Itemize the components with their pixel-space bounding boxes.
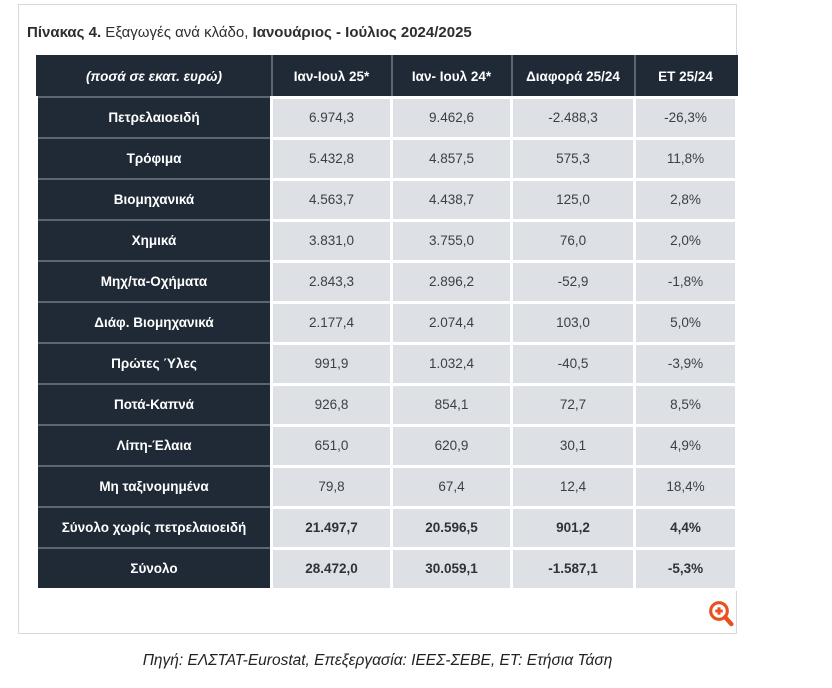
header-row: (ποσά σε εκατ. ευρώ) Ιαν-Ιουλ 25* Ιαν- Ι… <box>35 55 738 99</box>
cell-value: 2.177,4 <box>270 300 393 345</box>
exports-by-sector-table: (ποσά σε εκατ. ευρώ) Ιαν-Ιουλ 25* Ιαν- Ι… <box>35 55 738 591</box>
row-label: Βιομηχανικά <box>35 178 273 221</box>
row-label: Τρόφιμα <box>35 137 273 180</box>
cell-value: 8,5% <box>633 382 738 427</box>
cell-value: 2.896,2 <box>390 259 513 304</box>
table-row: Λίπη-Έλαια 651,0 620,9 30,1 4,9% <box>35 423 738 468</box>
cell-value: 2,8% <box>633 177 738 222</box>
cell-value: -52,9 <box>510 259 636 304</box>
row-label: Ποτά-Καπνά <box>35 383 273 426</box>
cell-value: 991,9 <box>270 341 393 386</box>
table-row: Πρώτες Ύλες 991,9 1.032,4 -40,5 -3,9% <box>35 341 738 386</box>
row-label: Σύνολο <box>35 547 273 590</box>
table-figure-container: Πίνακας 4. Εξαγωγές ανά κλάδο, Ιανουάριο… <box>18 4 738 634</box>
table-row: Σύνολο χωρίς πετρελαιοειδή 21.497,7 20.596… <box>35 505 738 550</box>
cell-value: 4,4% <box>633 505 738 550</box>
cell-value: 76,0 <box>510 218 636 263</box>
cell-value: 30,1 <box>510 423 636 468</box>
cell-value: 18,4% <box>633 464 738 509</box>
cell-value: 12,4 <box>510 464 636 509</box>
cell-value: 4.857,5 <box>390 136 513 181</box>
table-row: Σύνολο 28.472,0 30.059,1 -1.587,1 -5,3% <box>35 546 738 591</box>
cell-value: 3.831,0 <box>270 218 393 263</box>
cell-value: 11,8% <box>633 136 738 181</box>
row-label: Μηχ/τα-Οχήματα <box>35 260 273 303</box>
cell-value: 901,2 <box>510 505 636 550</box>
source-caption: Πηγή: ΕΛΣΤΑΤ-Eurostat, Επεξεργασία: ΙΕΕΣ… <box>142 652 613 669</box>
cell-value: 2,0% <box>633 218 738 263</box>
row-label: Μη ταξινομημένα <box>35 465 273 508</box>
cell-value: 4,9% <box>633 423 738 468</box>
column-header-units: (ποσά σε εκατ. ευρώ) <box>35 55 273 98</box>
column-header-difference: Διαφορά 25/24 <box>510 55 636 99</box>
column-header-jan-jul-25: Ιαν-Ιουλ 25* <box>270 55 393 99</box>
page-title: Πίνακας 4. Εξαγωγές ανά κλάδο, Ιανουάριο… <box>19 5 736 42</box>
table-row: Χημικά 3.831,0 3.755,0 76,0 2,0% <box>35 218 738 263</box>
table-row: Τρόφιμα 5.432,8 4.857,5 575,3 11,8% <box>35 136 738 181</box>
cell-value: 5,0% <box>633 300 738 345</box>
cell-value: 9.462,6 <box>390 95 513 140</box>
cell-value: -3,9% <box>633 341 738 386</box>
cell-value: -5,3% <box>633 546 738 591</box>
cell-value: 6.974,3 <box>270 95 393 140</box>
title-label: Πίνακας 4. <box>27 24 102 41</box>
cell-value: 103,0 <box>510 300 636 345</box>
cell-value: 72,7 <box>510 382 636 427</box>
cell-value: 854,1 <box>390 382 513 427</box>
cell-value: -40,5 <box>510 341 636 386</box>
cell-value: 125,0 <box>510 177 636 222</box>
row-label: Διάφ. Βιομηχανικά <box>35 301 273 344</box>
cell-value: 5.432,8 <box>270 136 393 181</box>
magnifier-plus-icon <box>709 601 734 627</box>
title-subject: Εξαγωγές ανά κλάδο, <box>101 24 253 41</box>
cell-value: 4.438,7 <box>390 177 513 222</box>
table-row: Μη ταξινομημένα 79,8 67,4 12,4 18,4% <box>35 464 738 509</box>
row-label: Σύνολο χωρίς πετρελαιοειδή <box>35 506 273 549</box>
cell-value: 2.074,4 <box>390 300 513 345</box>
cell-value: 926,8 <box>270 382 393 427</box>
column-header-annual-trend: ΕΤ 25/24 <box>633 55 738 99</box>
cell-value: -1,8% <box>633 259 738 304</box>
row-label: Χημικά <box>35 219 273 262</box>
cell-value: -1.587,1 <box>510 546 636 591</box>
row-label: Πετρελαιοειδή <box>35 96 273 139</box>
cell-value: -26,3% <box>633 95 738 140</box>
cell-value: 20.596,5 <box>390 505 513 550</box>
cell-value: 30.059,1 <box>390 546 513 591</box>
cell-value: 4.563,7 <box>270 177 393 222</box>
table-row: Διάφ. Βιομηχανικά 2.177,4 2.074,4 103,0 5,0% <box>35 300 738 345</box>
cell-value: 651,0 <box>270 423 393 468</box>
cell-value: 620,9 <box>390 423 513 468</box>
row-label: Λίπη-Έλαια <box>35 424 273 467</box>
cell-value: 1.032,4 <box>390 341 513 386</box>
table-body: Πετρελαιοειδή 6.974,3 9.462,6 -2.488,3 -26,3… <box>35 95 738 591</box>
cell-value: 21.497,7 <box>270 505 393 550</box>
cell-value: -2.488,3 <box>510 95 636 140</box>
title-period: Ιανουάριος - Ιούλιος 2024/2025 <box>252 24 472 41</box>
cell-value: 28.472,0 <box>270 546 393 591</box>
table-row: Βιομηχανικά 4.563,7 4.438,7 125,0 2,8% <box>35 177 738 222</box>
row-label: Πρώτες Ύλες <box>35 342 273 385</box>
table-row: Ποτά-Καπνά 926,8 854,1 72,7 8,5% <box>35 382 738 427</box>
cell-value: 3.755,0 <box>390 218 513 263</box>
cell-value: 67,4 <box>390 464 513 509</box>
cell-value: 575,3 <box>510 136 636 181</box>
table-row: Πετρελαιοειδή 6.974,3 9.462,6 -2.488,3 -26,3… <box>35 95 738 140</box>
cell-value: 2.843,3 <box>270 259 393 304</box>
table-header: (ποσά σε εκατ. ευρώ) Ιαν-Ιουλ 25* Ιαν- Ι… <box>35 55 738 99</box>
column-header-jan-jul-24: Ιαν- Ιουλ 24* <box>390 55 513 99</box>
table-row: Μηχ/τα-Οχήματα 2.843,3 2.896,2 -52,9 -1,8% <box>35 259 738 304</box>
zoom-in-button[interactable] <box>707 599 737 629</box>
cell-value: 79,8 <box>270 464 393 509</box>
